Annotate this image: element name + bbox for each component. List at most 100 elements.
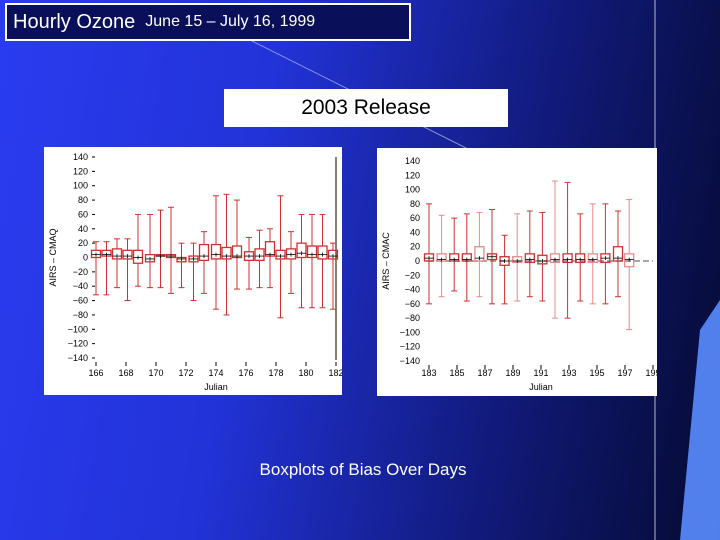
box-iqr: [221, 246, 232, 260]
y-tick-label: 40: [410, 227, 420, 237]
y-tick-label: 60: [78, 209, 88, 219]
box-iqr: [624, 253, 635, 268]
boxplot-box: [327, 242, 339, 310]
x-tick-label: 187: [477, 368, 492, 378]
x-tick-label: 176: [238, 368, 253, 378]
box-iqr: [111, 248, 123, 260]
y-tick-label: −20: [73, 267, 88, 277]
chart-panel-left: −140 −120 −100 −80 −60 −40 −20 0 20 40 60 80 100 120 1…: [44, 147, 344, 395]
slide-title-box: Hourly Ozone June 15 – July 16, 1999: [5, 3, 411, 41]
boxplot-box: [474, 211, 485, 298]
y-tick-label: 20: [410, 242, 420, 252]
x-tick-label: 170: [148, 368, 163, 378]
box-iqr: [562, 253, 573, 264]
boxplot-box: [512, 213, 523, 302]
y-tick-label: −120: [68, 339, 88, 349]
boxplot-box: [306, 213, 318, 309]
x-tick-label: 189: [505, 368, 520, 378]
y-tick-label: −20: [405, 270, 420, 280]
box-iqr: [285, 248, 297, 260]
y-tick-label: −40: [73, 281, 88, 291]
x-tick-label: 178: [268, 368, 283, 378]
box-iqr: [423, 253, 435, 262]
x-tick-label: 193: [561, 368, 576, 378]
box-iqr: [296, 242, 307, 259]
box-iqr: [306, 245, 318, 259]
x-axis-title: Julian: [204, 382, 228, 392]
boxplot-box: [317, 213, 328, 309]
box-iqr: [549, 253, 561, 264]
x-tick-label: 185: [449, 368, 464, 378]
y-tick-label: 100: [73, 181, 88, 191]
y-tick-label: 100: [405, 185, 420, 195]
boxplot-box: [486, 209, 498, 305]
boxplot-box: [423, 203, 435, 305]
box-iqr: [132, 249, 144, 264]
boxplot-box: [90, 241, 102, 296]
boxplot-box: [562, 181, 573, 319]
boxplot-box: [285, 231, 297, 294]
boxplot-box: [221, 193, 232, 316]
y-tick-label: 80: [410, 199, 420, 209]
boxplot-box: [188, 242, 199, 302]
y-tick-label: −60: [405, 299, 420, 309]
box-iqr: [575, 253, 586, 264]
y-tick-label: −40: [405, 285, 420, 295]
box-iqr: [90, 249, 102, 259]
x-tick-label: 182: [328, 368, 342, 378]
release-label: 2003 Release: [224, 89, 508, 127]
boxplot-box: [243, 236, 255, 290]
box-iqr: [317, 245, 328, 260]
box-iqr: [524, 253, 535, 264]
y-axis-title: AIRS – CMAQ: [48, 228, 58, 286]
boxplot-box: [549, 180, 561, 319]
box-iqr: [275, 249, 286, 260]
y-tick-label: 120: [73, 166, 88, 176]
boxplot-box: [176, 242, 187, 289]
y-tick-label: 0: [415, 256, 420, 266]
boxplot-box: [499, 234, 510, 305]
box-iqr: [537, 254, 548, 265]
x-axis-title: Julian: [529, 382, 553, 392]
y-tick-label: 140: [405, 156, 420, 166]
boxplot-box: [461, 213, 472, 302]
x-tick-label: 191: [533, 368, 548, 378]
box-iqr: [210, 243, 222, 260]
boxplot-box: [296, 213, 307, 309]
slide-caption: Boxplots of Bias Over Days: [259, 460, 467, 479]
box-iqr: [144, 253, 156, 263]
x-tick-label: 197: [617, 368, 632, 378]
boxplot-box: [254, 229, 265, 289]
boxplot-box: [275, 195, 286, 319]
boxplot-box: [198, 231, 210, 294]
y-tick-label: 40: [78, 224, 88, 234]
boxplot-box: [132, 213, 144, 287]
y-tick-label: 0: [83, 253, 88, 263]
boxplot-box: [436, 214, 447, 298]
boxplot-box: [155, 209, 166, 289]
y-tick-label: −60: [73, 296, 88, 306]
boxplot-box: [537, 211, 548, 302]
x-tick-label: 195: [589, 368, 604, 378]
boxplot-box: [231, 199, 243, 290]
x-tick-label: 168: [118, 368, 133, 378]
boxplot-box: [524, 210, 535, 298]
x-tick-label: 183: [421, 368, 436, 378]
x-tick-label: 172: [178, 368, 193, 378]
y-tick-label: −80: [73, 310, 88, 320]
boxplot-box: [449, 217, 460, 292]
box-iqr: [122, 249, 133, 260]
y-axis-title: AIRS – CMAC: [381, 232, 391, 290]
y-tick-label: 120: [405, 170, 420, 180]
boxplot-box: [165, 206, 177, 294]
y-tick-label: 60: [410, 213, 420, 223]
boxplot-box: [210, 195, 222, 310]
box-iqr: [327, 249, 339, 260]
boxplot-box: [144, 213, 156, 289]
x-tick-label: 174: [208, 368, 223, 378]
y-tick-label: −100: [400, 327, 420, 337]
y-tick-label: −120: [400, 342, 420, 352]
box-iqr: [254, 248, 265, 262]
chart-panel-right: −140 −120 −100 −80 −60 −40 −20 0 20 40 60 80 100 120 1…: [377, 148, 661, 396]
boxplot-box: [587, 203, 598, 305]
